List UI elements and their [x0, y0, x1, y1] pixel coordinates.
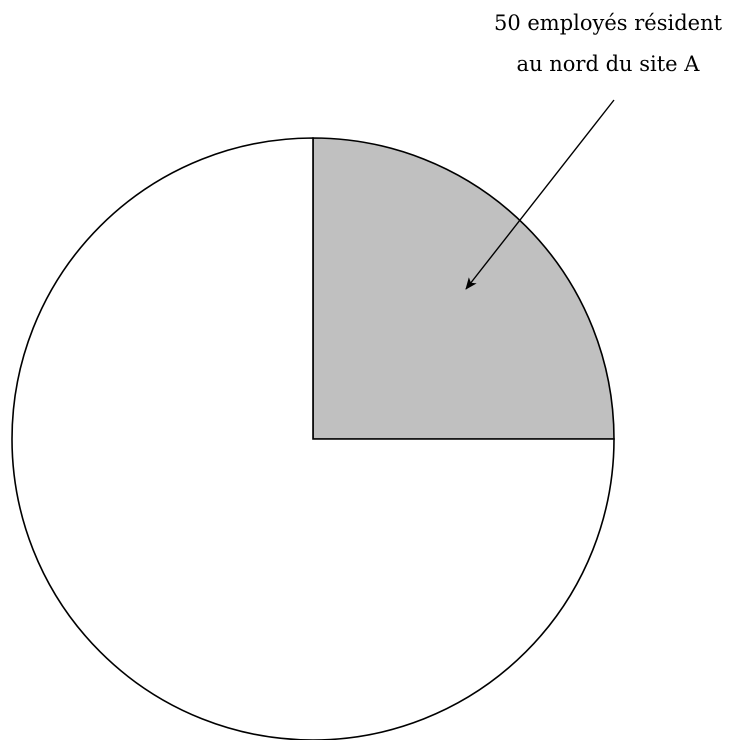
pie-slice-highlighted [312, 137, 615, 440]
annotation-text-line-2: au nord du site A [516, 52, 700, 76]
pie-slice-1 [11, 137, 615, 740]
annotation-arrow [465, 99, 615, 290]
annotation-text-line-1: 50 employés résident [493, 11, 723, 35]
